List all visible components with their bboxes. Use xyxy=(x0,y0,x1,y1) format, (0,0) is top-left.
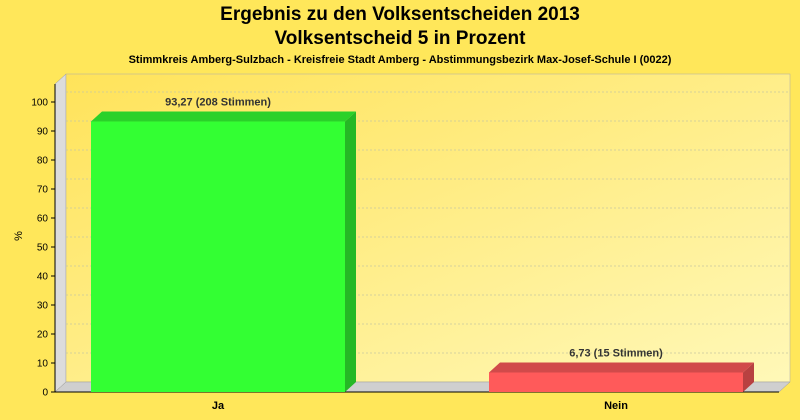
y-tick-label: 100 xyxy=(31,98,48,109)
bar-nein xyxy=(489,362,754,392)
chart-district-subtitle: Stimmkreis Amberg-Sulzbach - Kreisfreie … xyxy=(128,54,672,66)
y-tick-label: 30 xyxy=(37,301,49,312)
bar-top xyxy=(489,362,754,373)
y-tick-label: 90 xyxy=(37,127,49,138)
y-tick-label: 60 xyxy=(37,214,49,225)
y-tick-label: 50 xyxy=(37,243,49,254)
y-axis-label: % xyxy=(13,231,25,241)
bar-ja xyxy=(91,111,356,392)
y-tick-label: 10 xyxy=(37,359,49,370)
y-tick-label: 20 xyxy=(37,330,49,341)
bar-front xyxy=(91,121,345,392)
chart-title: Ergebnis zu den Volksentscheiden 2013 xyxy=(220,4,580,25)
x-tick-label-ja: Ja xyxy=(212,400,225,412)
y-tick-label: 0 xyxy=(42,388,48,399)
y-tick-label: 80 xyxy=(37,156,49,167)
x-tick-label-nein: Nein xyxy=(604,400,628,412)
bar-side xyxy=(345,111,356,392)
y-tick-label: 70 xyxy=(37,185,49,196)
bar-top xyxy=(91,111,356,122)
data-label-nein: 6,73 (15 Stimmen) xyxy=(569,347,663,359)
chart-subtitle: Volksentscheid 5 in Prozent xyxy=(274,28,526,49)
bar-side xyxy=(743,362,754,392)
bar-front xyxy=(489,372,743,392)
left-wall xyxy=(54,73,67,393)
data-label-ja: 93,27 (208 Stimmen) xyxy=(165,97,271,109)
y-tick-label: 40 xyxy=(37,272,49,283)
